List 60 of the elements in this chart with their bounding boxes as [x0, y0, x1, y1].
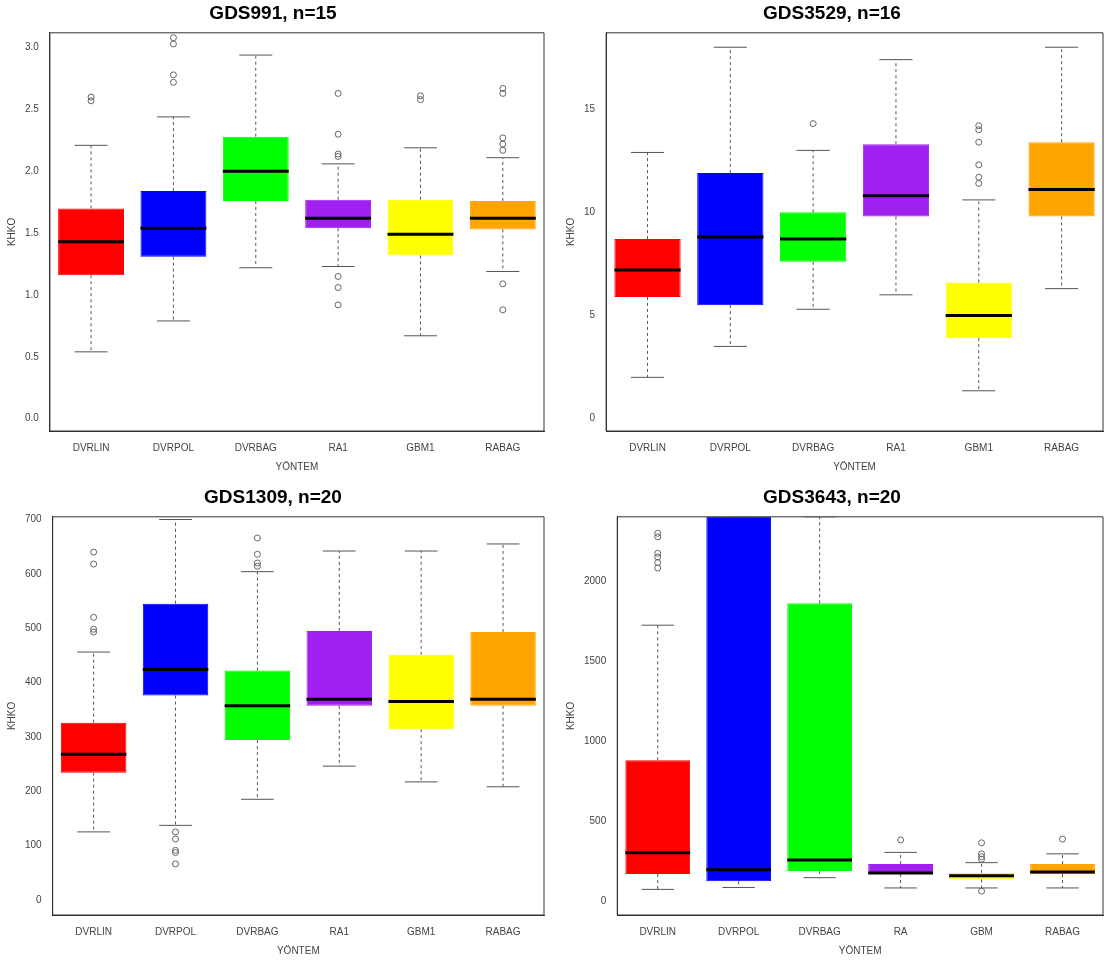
- y-tick-label: 2.0: [25, 165, 40, 177]
- y-axis-title: KHKO: [564, 701, 576, 731]
- x-tick-label: DVRLIN: [75, 925, 112, 937]
- x-tick-label: DVRPOL: [152, 441, 195, 453]
- x-tick-label: DVRBAG: [236, 925, 279, 937]
- x-axis-title: YÖNTEM: [833, 460, 876, 472]
- x-axis-title: YÖNTEM: [276, 944, 320, 956]
- y-tick-label: 0: [36, 893, 43, 905]
- x-tick-label: RA: [893, 925, 908, 937]
- x-tick-label: DVRPOL: [154, 925, 197, 937]
- chart-title: GDS1309, n=20: [204, 485, 342, 507]
- x-axis-title: YÖNTEM: [838, 944, 882, 956]
- y-axis-title: KHKO: [5, 217, 17, 247]
- y-tick-label: 5: [589, 309, 596, 321]
- y-tick-label: 15: [584, 102, 596, 114]
- x-tick-label: DVRLIN: [72, 441, 110, 453]
- y-tick-label: 0: [589, 412, 596, 424]
- x-tick-label: RABAG: [1044, 441, 1080, 453]
- y-axis-title: KHKO: [564, 217, 576, 247]
- x-tick-label: RA1: [886, 441, 907, 453]
- x-tick-label: RABAG: [1045, 925, 1081, 937]
- x-tick-label: RA1: [329, 925, 350, 937]
- chart-title: GDS991, n=15: [209, 1, 338, 23]
- x-tick-label: DVRPOL: [718, 925, 760, 937]
- y-tick-label: 200: [25, 784, 43, 796]
- y-tick-label: 1000: [584, 734, 607, 746]
- x-tick-label: DVRLIN: [639, 925, 677, 937]
- x-axis-title: YÖNTEM: [275, 460, 319, 472]
- y-tick-label: 1.5: [25, 226, 40, 238]
- x-tick-label: RABAG: [485, 441, 521, 453]
- y-tick-label: 100: [25, 839, 43, 851]
- y-tick-label: 1500: [584, 654, 607, 666]
- y-tick-label: 3.0: [25, 41, 40, 53]
- chart-title: GDS3529, n=16: [763, 1, 901, 23]
- y-tick-label: 400: [25, 676, 43, 688]
- x-tick-label: DVRBAG: [792, 441, 835, 453]
- x-tick-label: GBM: [970, 925, 993, 937]
- y-tick-label: 0.5: [25, 350, 40, 362]
- y-tick-label: 700: [25, 513, 43, 525]
- y-tick-label: 500: [589, 814, 607, 826]
- x-tick-label: RA1: [328, 441, 349, 453]
- x-tick-label: GBM1: [406, 441, 436, 453]
- x-tick-label: DVRBAG: [798, 925, 841, 937]
- x-tick-label: DVRPOL: [709, 441, 752, 453]
- y-tick-label: 0.0: [25, 412, 40, 424]
- x-tick-label: DVRBAG: [234, 441, 278, 453]
- y-tick-label: 0: [600, 894, 607, 906]
- x-tick-label: DVRLIN: [629, 441, 666, 453]
- x-tick-label: GBM1: [964, 441, 994, 453]
- y-tick-label: 10: [584, 206, 596, 218]
- y-tick-label: 2.5: [25, 103, 40, 115]
- y-tick-label: 2000: [584, 574, 607, 586]
- y-tick-label: 1.0: [25, 288, 40, 300]
- x-tick-label: RABAG: [485, 925, 521, 937]
- x-tick-label: GBM1: [407, 925, 436, 937]
- y-tick-label: 600: [25, 567, 43, 579]
- y-axis-title: KHKO: [5, 701, 17, 731]
- y-tick-label: 500: [25, 621, 43, 633]
- chart-title: GDS3643, n=20: [763, 485, 901, 507]
- y-tick-label: 300: [25, 730, 43, 742]
